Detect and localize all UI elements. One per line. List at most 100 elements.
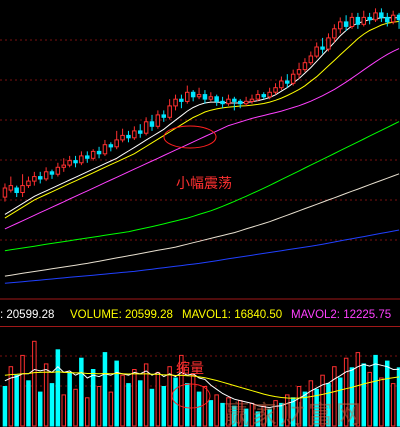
candle: [349, 12, 355, 29]
volume-bar: [308, 380, 314, 427]
candle-body: [385, 16, 390, 23]
candle-body: [61, 164, 66, 168]
volume-bar: [314, 388, 319, 427]
volume-bar: [61, 394, 66, 427]
volume-bar: [149, 388, 155, 427]
candle-body: [55, 166, 61, 175]
volume-bar: [243, 408, 249, 427]
candle: [326, 33, 331, 52]
candle-body: [102, 144, 108, 155]
ma-line-4: [4, 121, 400, 252]
volume-value-partial: : 20599.28: [0, 309, 55, 321]
price-grid: [0, 39, 400, 300]
volume-bar: [379, 377, 384, 427]
candle: [43, 167, 49, 182]
candle-body: [214, 96, 219, 102]
candle: [108, 142, 114, 152]
volume-bar: [173, 377, 178, 427]
candle: [249, 94, 255, 104]
volume-ma-lines: [4, 363, 400, 409]
volume-bar: [120, 374, 125, 427]
volume-bar: [202, 386, 208, 427]
volume-bar: [190, 374, 196, 427]
candle: [20, 174, 25, 198]
volume-bar: [73, 388, 78, 427]
volume-bar: [14, 374, 19, 427]
volume-bar: [138, 380, 143, 427]
volume-bar: [267, 408, 272, 427]
candle-body: [49, 171, 55, 175]
candle-body: [190, 91, 196, 98]
volume-bar: [279, 402, 284, 427]
volume-bar: [155, 371, 161, 427]
candle-body: [26, 180, 31, 187]
candle: [390, 10, 396, 25]
volume-bar: [220, 402, 225, 427]
candle-body: [8, 185, 14, 191]
candle: [102, 139, 108, 156]
candle-body: [243, 100, 249, 105]
candle-body: [238, 100, 243, 105]
volume-bar: [126, 383, 131, 427]
candle-body: [308, 55, 314, 64]
candle-body: [373, 12, 378, 21]
candle-body: [132, 130, 137, 139]
candle-body: [249, 98, 255, 102]
candle-body: [355, 16, 361, 25]
candle-body: [185, 91, 190, 102]
candle-body: [220, 100, 225, 105]
consolidation-highlight-ellipse: [163, 125, 217, 149]
volume-bar: [338, 377, 343, 427]
candle: [232, 96, 237, 111]
candle-body: [67, 160, 72, 166]
candle: [220, 96, 225, 109]
candle: [138, 124, 143, 138]
candle-body: [332, 28, 337, 39]
candle: [308, 51, 314, 66]
volume-bar: [114, 360, 119, 427]
candle: [38, 171, 43, 184]
moving-average-lines: [4, 17, 400, 284]
volume-bar: [343, 357, 349, 427]
candle-body: [196, 94, 202, 98]
volume-bar: [208, 400, 214, 427]
volume-bar: [390, 383, 396, 427]
volume-bar: [255, 411, 261, 427]
volume-bar: [273, 400, 278, 427]
mavol1-line: [4, 363, 400, 409]
candle: [73, 155, 78, 168]
volume-bar: [49, 383, 55, 427]
mavol2-line: [4, 371, 400, 399]
volume-bar: [102, 352, 108, 427]
volume-bar: [261, 405, 266, 427]
mavol2-value: MAVOL2: 12225.75: [291, 309, 392, 321]
volume-bar: [167, 366, 172, 427]
candle-body: [343, 21, 349, 27]
volume-bar: [396, 367, 400, 427]
candle: [79, 151, 84, 166]
volume-bar: [2, 386, 8, 427]
candle-body: [2, 187, 8, 198]
candle-body: [302, 62, 308, 71]
candle-body: [361, 16, 366, 25]
candle: [320, 37, 325, 54]
candle-body: [173, 98, 178, 107]
candle-body: [367, 16, 372, 21]
volume-bar: [8, 366, 14, 427]
candle-body: [390, 14, 396, 23]
candle: [185, 85, 190, 104]
candle-body: [379, 12, 384, 18]
candle: [273, 83, 278, 95]
candle: [243, 96, 249, 106]
candle: [126, 130, 131, 143]
candle: [267, 87, 272, 100]
candle: [132, 126, 137, 140]
candle-body: [32, 176, 37, 182]
candle: [32, 171, 37, 186]
candle-body: [320, 46, 325, 50]
candle: [379, 8, 384, 22]
ma-line-3: [4, 48, 400, 230]
volume-bar: [185, 383, 190, 427]
candle: [355, 12, 361, 29]
candle: [296, 62, 302, 79]
